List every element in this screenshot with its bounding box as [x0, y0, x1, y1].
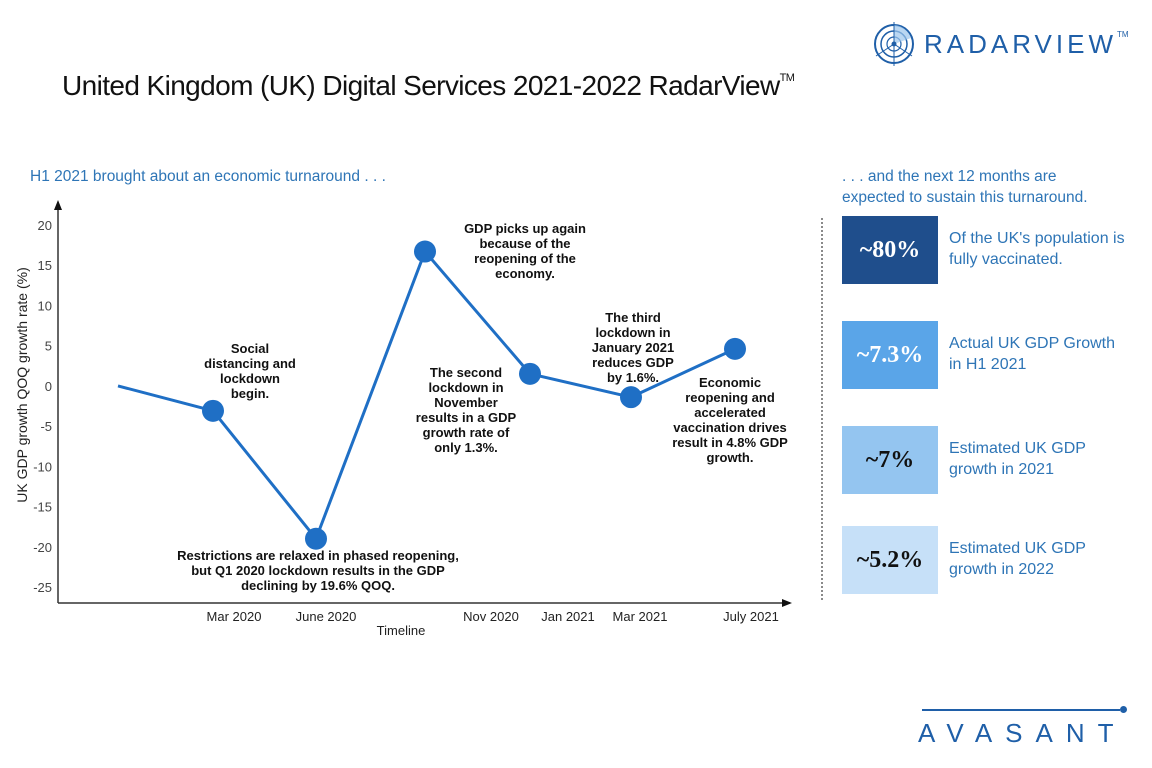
x-tick-label: Jan 2021 [541, 609, 595, 624]
annotation-line: distancing and [204, 356, 296, 371]
y-axis-label: UK GDP growth QOQ growth rate (%) [14, 267, 30, 502]
chart-annotation: GDP picks up again because of the reopenin… [365, 221, 685, 281]
trademark: TM [779, 72, 795, 84]
avasant-logo-line [922, 709, 1120, 711]
annotation-line: results in a GDP [415, 410, 517, 425]
avasant-logo-text: AVASANT [918, 718, 1127, 748]
logo-trademark: TM [1117, 29, 1129, 39]
stat-description-line: Estimated UK GDP [949, 440, 1086, 457]
annotation-line: vaccination drives [673, 420, 787, 435]
annotation-line: lockdown in [595, 325, 671, 340]
y-tick-label: 20 [38, 218, 52, 233]
y-tick-label: -25 [33, 580, 52, 595]
y-tick-label: -5 [40, 419, 52, 434]
annotation-line: lockdown [220, 371, 280, 386]
data-point [305, 527, 327, 550]
annotation-line: reopening and [685, 390, 775, 405]
x-tick-label: Nov 2020 [463, 609, 519, 624]
stat-description-line: Of the UK's population is [949, 230, 1125, 247]
y-tick-label: 15 [38, 258, 52, 273]
radar-icon [874, 22, 914, 66]
stat-description-line: growth in 2022 [949, 561, 1054, 578]
series-layer [117, 240, 746, 550]
stat-description-line: growth in 2021 [949, 461, 1054, 478]
y-tick-label: -15 [33, 500, 52, 515]
section-divider [821, 218, 823, 600]
stat-description-line: Estimated UK GDP [949, 540, 1086, 557]
logo-text: RADARVIEW [924, 28, 1117, 59]
chart-annotation: Social distancing and lockdown begin. [90, 341, 410, 401]
left-section-heading: H1 2021 brought about an economic turnar… [30, 168, 386, 185]
y-tick-label: -20 [33, 540, 52, 555]
annotation-line: Economic [698, 375, 762, 390]
stat-value-box: ~80% [842, 216, 938, 284]
x-tick-label: July 2021 [723, 609, 779, 624]
annotation-line: The third [605, 310, 661, 325]
y-tick-label: 0 [45, 379, 52, 394]
annotation-line: because of the [479, 236, 571, 251]
annotation-line: by 1.6%. [606, 370, 660, 385]
y-tick-label: 5 [45, 339, 52, 354]
annotation-line: The second [429, 365, 503, 380]
chart-axes [54, 200, 792, 607]
x-tick-labels: Mar 2020 June 2020 Nov 2020 Jan 2021 Mar 202… [207, 609, 779, 624]
x-tick-label: Mar 2020 [207, 609, 262, 624]
stat-value-box: ~7% [842, 426, 938, 494]
annotation-line: economy. [495, 266, 555, 281]
avasant-logo-dot [1120, 706, 1127, 713]
annotation-line: result in 4.8% GDP [672, 435, 788, 450]
chart-annotation: The second lockdown in November results in … [306, 365, 626, 455]
stat-value-box: ~7.3% [842, 321, 938, 389]
annotation-line: begin. [230, 386, 270, 401]
stat-description-line: in H1 2021 [949, 356, 1027, 373]
stat-description-line: Actual UK GDP Growth [949, 335, 1115, 352]
annotation-line: Restrictions are relaxed in phased reope… [177, 548, 459, 563]
annotation-line: growth rate of [422, 425, 510, 440]
gdp-line-chart: 20 15 10 5 0 -5 -10 -15 -20 -25 Mar 2020 June 2020… [14, 200, 792, 638]
stat-description: Estimated UK GDP growth in 2021 [949, 438, 1086, 480]
stat-value-box: ~5.2% [842, 526, 938, 594]
stat-description: Estimated UK GDP growth in 2022 [949, 538, 1086, 580]
chart-annotation: Restrictions are relaxed in phased reope… [158, 548, 478, 593]
right-heading-line-1: . . . and the next 12 months are [842, 168, 1057, 185]
stat-description: Actual UK GDP Growth in H1 2021 [949, 333, 1115, 375]
chart-annotation: Economic reopening and accelerated vaccinat… [570, 375, 890, 465]
data-point [519, 362, 541, 385]
data-point [202, 399, 224, 422]
right-section-heading: . . . and the next 12 months are expecte… [842, 166, 1088, 208]
annotation-line: Social [230, 341, 270, 356]
x-tick-label: Mar 2021 [613, 609, 668, 624]
y-axis-arrow-icon [54, 200, 62, 210]
annotation-line: reopening of the [474, 251, 576, 266]
annotation-line: reduces GDP [592, 355, 674, 370]
annotation-line: lockdown in [428, 380, 504, 395]
annotation-line: growth. [706, 450, 754, 465]
annotation-line: GDP picks up again [464, 221, 586, 236]
stat-description: Of the UK's population is fully vaccinate… [949, 228, 1125, 270]
page-title: United Kingdom (UK) Digital Services 202… [62, 70, 795, 102]
data-point [414, 240, 436, 263]
data-point [724, 337, 746, 360]
annotation-line: only 1.3%. [434, 440, 498, 455]
x-axis-arrow-icon [782, 599, 792, 607]
annotation-line: January 2021 [591, 340, 675, 355]
stat-description-line: fully vaccinated. [949, 251, 1063, 268]
chart-annotation: The third lockdown in January 2021 reduces … [473, 310, 793, 385]
data-point [620, 386, 642, 409]
x-axis-label: Timeline [377, 623, 426, 638]
annotation-line: declining by 19.6% QOQ. [241, 578, 395, 593]
y-tick-label: 10 [38, 298, 52, 313]
annotation-line: but Q1 2020 lockdown results in the GDP [191, 563, 445, 578]
annotation-line: November [434, 395, 498, 410]
x-tick-label: June 2020 [296, 609, 357, 624]
page-title-text: United Kingdom (UK) Digital Services 202… [62, 70, 780, 101]
y-tick-labels: 20 15 10 5 0 -5 -10 -15 -20 -25 [33, 218, 52, 595]
right-heading-line-2: expected to sustain this turnaround. [842, 189, 1088, 206]
annotation-line: accelerated [694, 405, 766, 420]
y-tick-label: -10 [33, 459, 52, 474]
radarview-logo: RADARVIEW TM [872, 22, 1129, 66]
